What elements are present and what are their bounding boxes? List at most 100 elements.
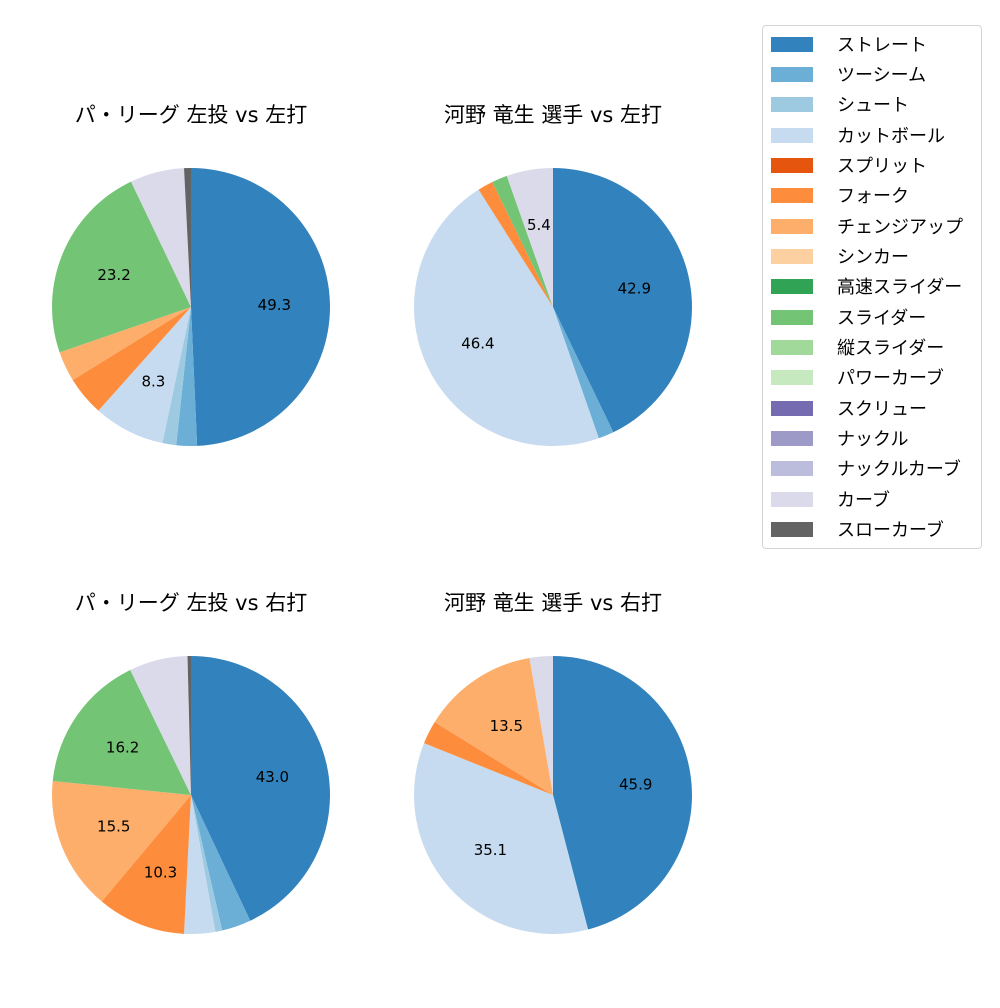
legend-label: 縦スライダー — [837, 338, 945, 359]
pie-panel-kono-vs-right: 河野 竜生 選手 vs 右打 45.9 35.1 13.5 — [388, 588, 718, 1008]
legend-item: チェンジアップ — [771, 213, 963, 239]
pie-slice — [492, 175, 553, 307]
legend-label: スプリット — [837, 156, 927, 177]
pie-slice — [59, 307, 192, 380]
pie-slice — [478, 181, 553, 307]
pie-slice — [130, 656, 191, 795]
legend-swatch — [771, 157, 813, 173]
pie-slice — [176, 307, 198, 446]
chart-title: 河野 竜生 選手 vs 右打 — [443, 591, 663, 615]
pie-slice — [553, 168, 692, 433]
legend-swatch — [771, 309, 813, 325]
legend-item: カットボール — [771, 122, 945, 148]
pie-slice — [191, 656, 330, 921]
legend-swatch — [771, 248, 813, 264]
legend-swatch — [771, 369, 813, 385]
pie-panel-kono-vs-left: 河野 竜生 選手 vs 左打 42.9 46.4 5.4 — [388, 100, 718, 520]
legend-label: パワーカーブ — [837, 368, 944, 389]
pie-slice — [413, 743, 589, 934]
pie-slice — [529, 656, 553, 795]
pie-slice — [434, 657, 553, 795]
legend-swatch — [771, 96, 813, 112]
legend-item: シュート — [771, 91, 909, 117]
slice-value-label: 43.0 — [256, 768, 289, 786]
legend-label: カットボール — [837, 126, 945, 147]
legend-item: 高速スライダー — [771, 273, 962, 299]
legend-swatch — [771, 127, 813, 143]
legend-item: ナックルカーブ — [771, 455, 961, 481]
chart-title: 河野 竜生 選手 vs 左打 — [443, 103, 663, 127]
pie-slice — [187, 656, 191, 795]
legend-swatch — [771, 521, 813, 537]
legend-item: フォーク — [771, 182, 909, 208]
pie-slice — [191, 168, 331, 446]
legend-label: シンカー — [837, 247, 909, 268]
legend-label: スローカーブ — [837, 520, 944, 541]
slice-value-label: 49.3 — [258, 296, 291, 314]
pie-slice — [191, 795, 223, 932]
legend-swatch — [771, 278, 813, 294]
legend-item: スクリュー — [771, 395, 927, 421]
legend-label: ナックルカーブ — [837, 459, 961, 480]
legend-swatch — [771, 400, 813, 416]
slice-value-label: 16.2 — [106, 738, 139, 756]
pie-slice — [101, 795, 191, 934]
legend-item: スプリット — [771, 152, 927, 178]
pie-chart: 42.9 46.4 5.4 — [414, 168, 692, 446]
slice-value-label: 42.9 — [618, 279, 651, 297]
pie-slice — [98, 307, 191, 444]
legend-swatch — [771, 491, 813, 507]
pie-slice — [72, 307, 191, 411]
pie-slice — [184, 795, 216, 934]
pie-slice — [131, 168, 191, 307]
legend-swatch — [771, 36, 813, 52]
pie-slice — [553, 307, 614, 439]
pie-slice — [191, 795, 251, 931]
pie-chart: 49.3 8.3 23.2 — [51, 168, 331, 446]
pie-slice — [424, 722, 553, 795]
pie-slice — [506, 168, 553, 307]
slice-value-label: 13.5 — [490, 717, 523, 735]
legend-item: スローカーブ — [771, 516, 944, 542]
legend-item: スライダー — [771, 304, 926, 330]
slice-value-label: 46.4 — [461, 334, 494, 352]
legend-label: スクリュー — [837, 399, 927, 420]
legend-item: カーブ — [771, 486, 890, 512]
pie-slice — [553, 656, 693, 930]
slice-value-label: 8.3 — [141, 372, 165, 390]
legend-swatch — [771, 187, 813, 203]
pie-slice — [162, 307, 191, 446]
pie-slice — [51, 781, 191, 902]
legend-swatch — [771, 66, 813, 82]
slice-value-label: 45.9 — [619, 775, 652, 793]
legend-item: ツーシーム — [771, 61, 926, 87]
legend-item: シンカー — [771, 243, 909, 269]
slice-value-label: 10.3 — [144, 864, 177, 882]
legend-label: ストレート — [837, 35, 927, 56]
legend-label: チェンジアップ — [837, 217, 963, 238]
chart-title: パ・リーグ 左投 vs 右打 — [74, 591, 308, 615]
slice-value-label: 23.2 — [97, 266, 130, 284]
slice-value-label: 15.5 — [97, 817, 130, 835]
pie-chart: 45.9 35.1 13.5 — [413, 656, 693, 934]
legend: ストレート ツーシーム シュート カットボール スプリット フォーク チェンジア… — [762, 25, 982, 549]
legend-item: 縦スライダー — [771, 334, 944, 360]
legend-label: フォーク — [837, 186, 909, 207]
pie-slice — [184, 168, 191, 307]
legend-item: ストレート — [771, 31, 927, 57]
slice-value-label: 35.1 — [474, 841, 507, 859]
pie-slice — [414, 189, 599, 446]
legend-item: パワーカーブ — [771, 364, 944, 390]
legend-label: 高速スライダー — [837, 277, 963, 298]
legend-label: ツーシーム — [837, 65, 927, 86]
pie-chart: 43.0 10.3 15.5 16.2 — [51, 656, 330, 934]
slice-value-label: 5.4 — [527, 216, 551, 234]
legend-label: ナックル — [837, 429, 909, 450]
pie-slice — [52, 669, 191, 795]
pie-panel-league-vs-left: パ・リーグ 左投 vs 左打 49.3 8.3 23.2 — [26, 100, 356, 520]
pie-panel-league-vs-right: パ・リーグ 左投 vs 右打 43.0 10.3 15.5 16.2 — [26, 588, 356, 1008]
legend-swatch — [771, 460, 813, 476]
legend-label: カーブ — [837, 490, 890, 511]
legend-swatch — [771, 339, 813, 355]
chart-title: パ・リーグ 左投 vs 左打 — [74, 103, 308, 127]
